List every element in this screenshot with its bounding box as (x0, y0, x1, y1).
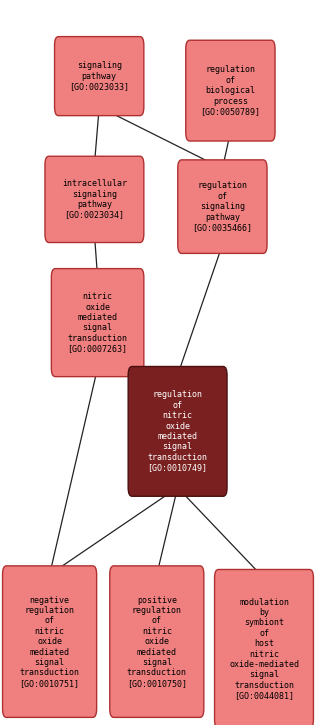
Text: intracellular
signaling
pathway
[GO:0023034]: intracellular signaling pathway [GO:0023… (62, 179, 127, 220)
Text: negative
regulation
of
nitric
oxide
mediated
signal
transduction
[GO:0010751]: negative regulation of nitric oxide medi… (20, 595, 80, 688)
FancyBboxPatch shape (128, 367, 227, 496)
FancyBboxPatch shape (215, 570, 314, 725)
Text: modulation
by
symbiont
of
host
nitric
oxide-mediated
signal
transduction
[GO:004: modulation by symbiont of host nitric ox… (229, 597, 299, 700)
Text: nitric
oxide
mediated
signal
transduction
[GO:0007263]: nitric oxide mediated signal transductio… (68, 292, 128, 353)
Text: regulation
of
nitric
oxide
mediated
signal
transduction
[GO:0010749]: regulation of nitric oxide mediated sign… (148, 391, 208, 472)
Text: positive
regulation
of
nitric
oxide
mediated
signal
transduction
[GO:0010750]: positive regulation of nitric oxide medi… (127, 595, 187, 688)
FancyBboxPatch shape (45, 157, 144, 242)
FancyBboxPatch shape (54, 36, 144, 115)
FancyBboxPatch shape (110, 566, 204, 718)
Text: regulation
of
biological
process
[GO:0050789]: regulation of biological process [GO:005… (200, 65, 260, 116)
FancyBboxPatch shape (186, 40, 275, 141)
FancyBboxPatch shape (51, 268, 144, 377)
Text: signaling
pathway
[GO:0023033]: signaling pathway [GO:0023033] (69, 61, 129, 91)
FancyBboxPatch shape (3, 566, 97, 718)
FancyBboxPatch shape (178, 160, 267, 254)
Text: regulation
of
signaling
pathway
[GO:0035466]: regulation of signaling pathway [GO:0035… (192, 181, 252, 232)
